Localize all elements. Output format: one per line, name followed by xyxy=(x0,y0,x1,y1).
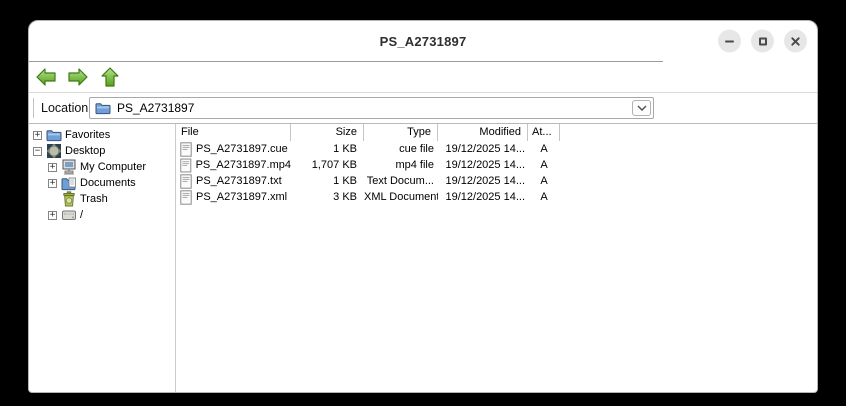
column-header-file[interactable]: File xyxy=(176,124,291,141)
documents-icon xyxy=(61,177,76,190)
file-size: 1 KB xyxy=(333,175,357,187)
collapse-toggle[interactable]: − xyxy=(33,145,42,156)
maximize-icon xyxy=(758,37,767,45)
close-icon xyxy=(790,36,801,47)
trash-icon xyxy=(63,191,75,207)
drive-icon xyxy=(62,210,76,220)
file-modified: 19/12/2025 14... xyxy=(445,191,525,203)
location-bar: Location: PS_A2731897 xyxy=(29,93,817,123)
file-name-cell: PS_A2731897.mp4 xyxy=(176,158,291,173)
file-icon xyxy=(180,173,192,189)
expand-toggle[interactable]: + xyxy=(48,177,57,188)
column-header-filler xyxy=(560,124,817,141)
file-name-cell: PS_A2731897.cue xyxy=(176,141,291,157)
column-header-attributes[interactable]: At... xyxy=(528,124,560,141)
file-name: PS_A2731897.xml xyxy=(196,191,288,203)
file-size: 3 KB xyxy=(333,191,357,203)
file-list: File Size Type Modified At... xyxy=(176,124,817,392)
file-modified: 19/12/2025 14... xyxy=(445,175,525,187)
location-combobox[interactable]: PS_A2731897 xyxy=(89,97,654,119)
file-name: PS_A2731897.cue xyxy=(196,143,288,155)
file-type: mp4 file xyxy=(395,159,434,171)
file-attributes: A xyxy=(540,175,548,187)
file-modified: 19/12/2025 14... xyxy=(445,159,525,171)
file-attributes: A xyxy=(540,143,548,155)
tree-item-label: Trash xyxy=(80,193,108,205)
maximize-button[interactable] xyxy=(751,29,774,53)
file-name-cell: PS_A2731897.txt xyxy=(176,173,291,189)
tree-item-desktop[interactable]: − Desktop xyxy=(29,143,175,159)
forward-button[interactable] xyxy=(66,65,90,89)
window-title: PS_A2731897 xyxy=(379,33,467,49)
tree-item-documents[interactable]: + Documents xyxy=(29,175,175,191)
location-dropdown-button[interactable] xyxy=(632,100,651,116)
column-header-modified[interactable]: Modified xyxy=(438,124,528,141)
file-name: PS_A2731897.mp4 xyxy=(195,159,291,171)
tree-item-favorites[interactable]: + Favorites xyxy=(29,127,175,143)
tree-item-label: My Computer xyxy=(80,161,147,173)
toolbar-separator xyxy=(29,92,817,93)
file-name-cell: PS_A2731897.xml xyxy=(176,189,291,205)
folder-tree: + Favorites − Desktop xyxy=(29,124,176,392)
file-size: 1 KB xyxy=(333,143,357,155)
computer-icon xyxy=(62,159,76,175)
expand-toggle[interactable]: + xyxy=(48,209,57,220)
location-value: PS_A2731897 xyxy=(117,101,195,115)
file-type: Text Docum... xyxy=(366,175,434,187)
toolbar-grip xyxy=(33,98,34,118)
tree-item-my-computer[interactable]: + My Computer xyxy=(29,159,175,175)
folder-icon xyxy=(95,102,111,114)
file-type: cue file xyxy=(399,143,434,155)
column-header-type[interactable]: Type xyxy=(364,124,438,141)
main-area: + Favorites − Desktop xyxy=(29,123,817,392)
expand-toggle[interactable]: + xyxy=(48,161,57,172)
file-manager-window: PS_A2731897 xyxy=(28,20,818,393)
titlebar: PS_A2731897 xyxy=(29,21,817,61)
file-size: 1,707 KB xyxy=(311,159,357,171)
tree-item-label: Desktop xyxy=(65,145,106,157)
location-label: Location: xyxy=(41,101,92,115)
desktop-icon xyxy=(46,143,62,159)
file-row[interactable]: PS_A2731897.xml 3 KB XML Document 19/12/… xyxy=(176,189,817,205)
file-name: PS_A2731897.txt xyxy=(196,175,282,187)
navigation-toolbar xyxy=(29,62,817,92)
file-row[interactable]: PS_A2731897.cue 1 KB cue file 19/12/2025… xyxy=(176,141,817,157)
column-header-size[interactable]: Size xyxy=(291,124,364,141)
file-icon xyxy=(180,189,192,205)
chevron-down-icon xyxy=(636,105,647,111)
file-attributes: A xyxy=(540,159,548,171)
close-button[interactable] xyxy=(784,29,807,53)
up-arrow-icon xyxy=(101,67,119,87)
file-row[interactable]: PS_A2731897.mp4 1,707 KB mp4 file 19/12/… xyxy=(176,157,817,173)
back-button[interactable] xyxy=(34,65,58,89)
tree-item-trash[interactable]: Trash xyxy=(29,191,175,207)
file-type: XML Document xyxy=(364,191,438,203)
folder-icon xyxy=(46,129,62,141)
tree-item-label: Favorites xyxy=(65,129,111,141)
file-icon xyxy=(180,158,192,172)
file-list-header: File Size Type Modified At... xyxy=(176,124,817,141)
back-arrow-icon xyxy=(36,68,56,86)
up-button[interactable] xyxy=(98,65,122,89)
titlebar-separator xyxy=(29,61,663,62)
file-icon xyxy=(180,141,192,157)
minimize-icon xyxy=(725,40,734,42)
tree-item-label: / xyxy=(80,209,84,221)
minimize-button[interactable] xyxy=(718,29,741,53)
tree-item-root[interactable]: + / xyxy=(29,207,175,223)
file-attributes: A xyxy=(540,191,548,203)
file-row[interactable]: PS_A2731897.txt 1 KB Text Docum... 19/12… xyxy=(176,173,817,189)
file-modified: 19/12/2025 14... xyxy=(445,143,525,155)
window-controls xyxy=(718,29,807,53)
forward-arrow-icon xyxy=(68,68,88,86)
expand-toggle[interactable]: + xyxy=(33,129,42,140)
tree-item-label: Documents xyxy=(80,177,136,189)
